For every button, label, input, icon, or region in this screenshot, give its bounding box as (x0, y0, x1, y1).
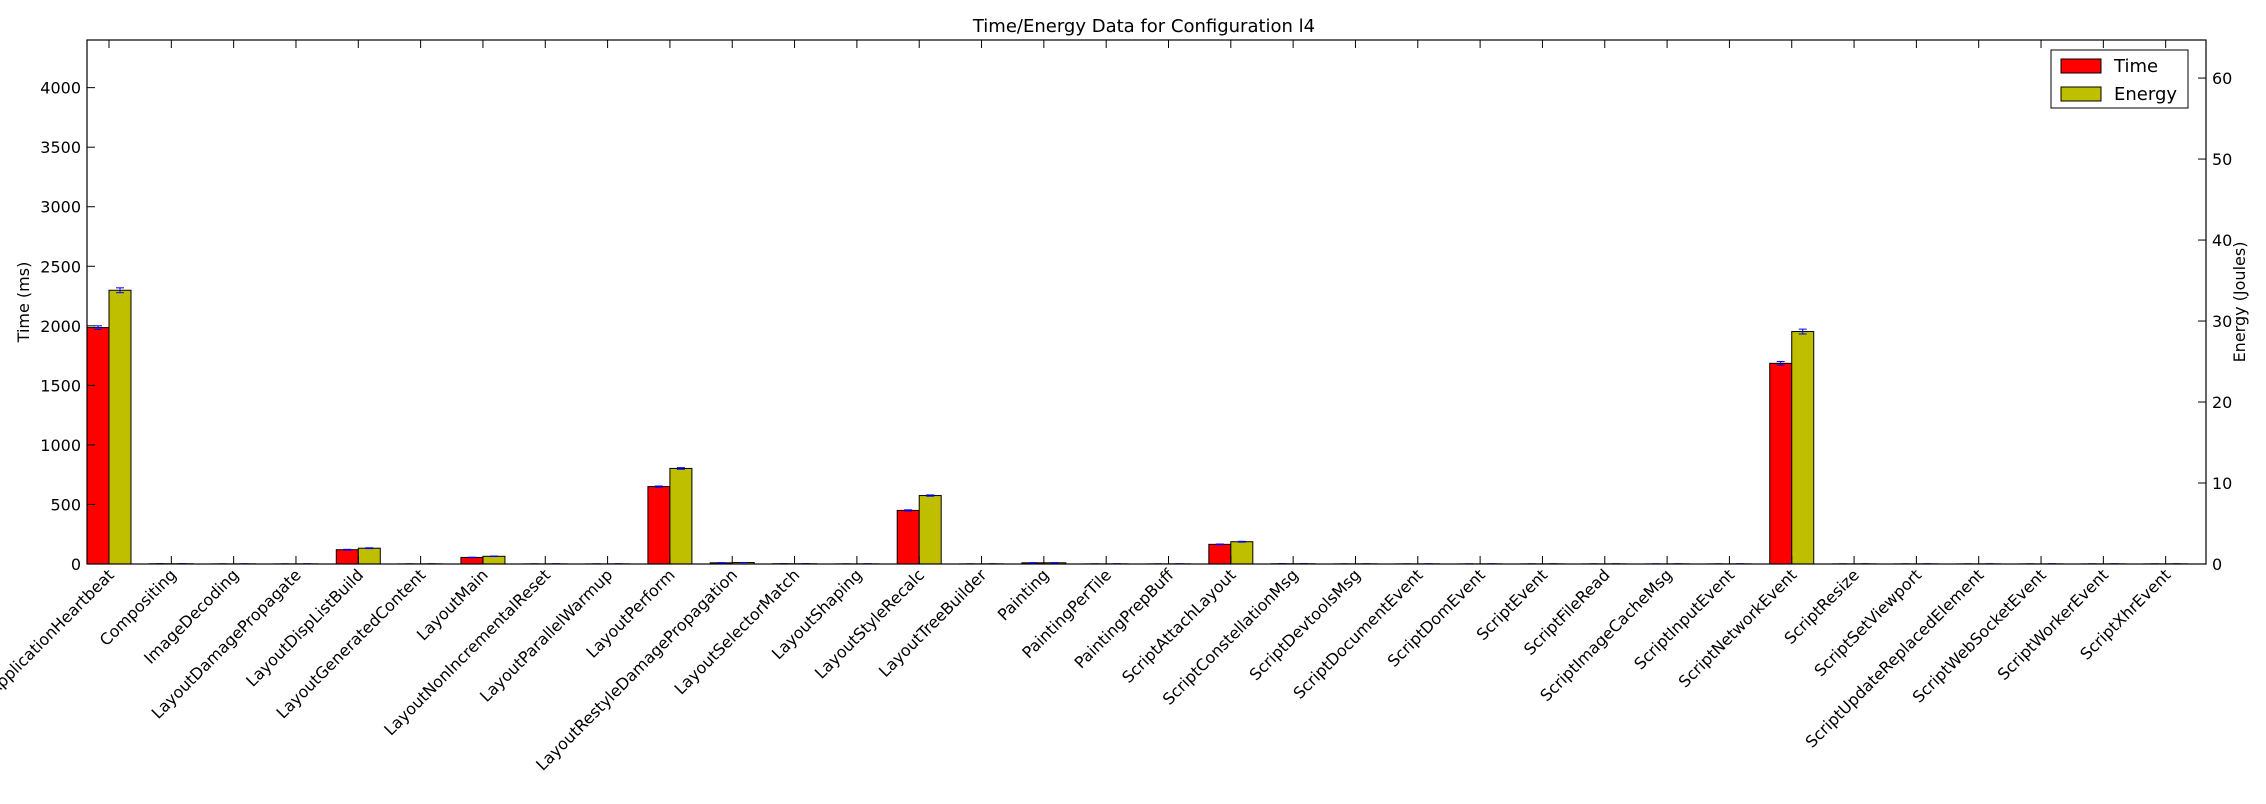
bar-energy-ApplicationHeartbeat (109, 290, 131, 564)
y-tick-label-left: 3500 (40, 138, 81, 157)
y-tick-label-right: 50 (2212, 150, 2232, 169)
y-axis-label-right: Energy (Joules) (2230, 242, 2249, 363)
legend-swatch-energy (2061, 87, 2101, 101)
bar-energy-LayoutDispListBuild (358, 548, 380, 564)
legend-label-time: Time (2113, 56, 2158, 77)
bar-time-ScriptAttachLayout (1209, 544, 1231, 564)
y-tick-label-left: 0 (71, 555, 81, 574)
y-tick-label-left: 3000 (40, 198, 81, 217)
y-tick-label-left: 2500 (40, 257, 81, 276)
bar-time-LayoutPerform (648, 487, 670, 564)
chart-title: Time/Energy Data for Configuration l4 (972, 16, 1315, 37)
y-tick-label-left: 500 (50, 495, 81, 514)
y-tick-label-left: 2000 (40, 317, 81, 336)
y-tick-label-right: 10 (2212, 474, 2232, 493)
bar-time-LayoutStyleRecalc (897, 510, 919, 564)
bar-time-LayoutDispListBuild (336, 550, 358, 564)
y-tick-label-left: 1500 (40, 376, 81, 395)
y-axis-label-left: Time (ms) (14, 262, 33, 344)
y-tick-label-right: 0 (2212, 555, 2222, 574)
y-tick-label-right: 40 (2212, 231, 2232, 250)
legend-swatch-time (2061, 59, 2101, 73)
y-tick-label-right: 20 (2212, 393, 2232, 412)
bar-energy-ScriptNetworkEvent (1792, 332, 1814, 564)
legend-label-energy: Energy (2114, 84, 2177, 105)
bar-energy-LayoutMain (483, 556, 505, 564)
y-tick-label-left: 1000 (40, 436, 81, 455)
bar-energy-LayoutPerform (670, 468, 692, 564)
bar-time-LayoutMain (461, 557, 483, 564)
y-tick-label-right: 60 (2212, 69, 2232, 88)
bar-time-ApplicationHeartbeat (87, 328, 109, 564)
bar-energy-ScriptAttachLayout (1231, 542, 1253, 564)
bar-energy-LayoutStyleRecalc (919, 496, 941, 564)
y-tick-label-right: 30 (2212, 312, 2232, 331)
legend: Time Energy (2051, 50, 2188, 108)
y-tick-label-left: 4000 (40, 79, 81, 98)
bar-time-ScriptNetworkEvent (1770, 363, 1792, 564)
